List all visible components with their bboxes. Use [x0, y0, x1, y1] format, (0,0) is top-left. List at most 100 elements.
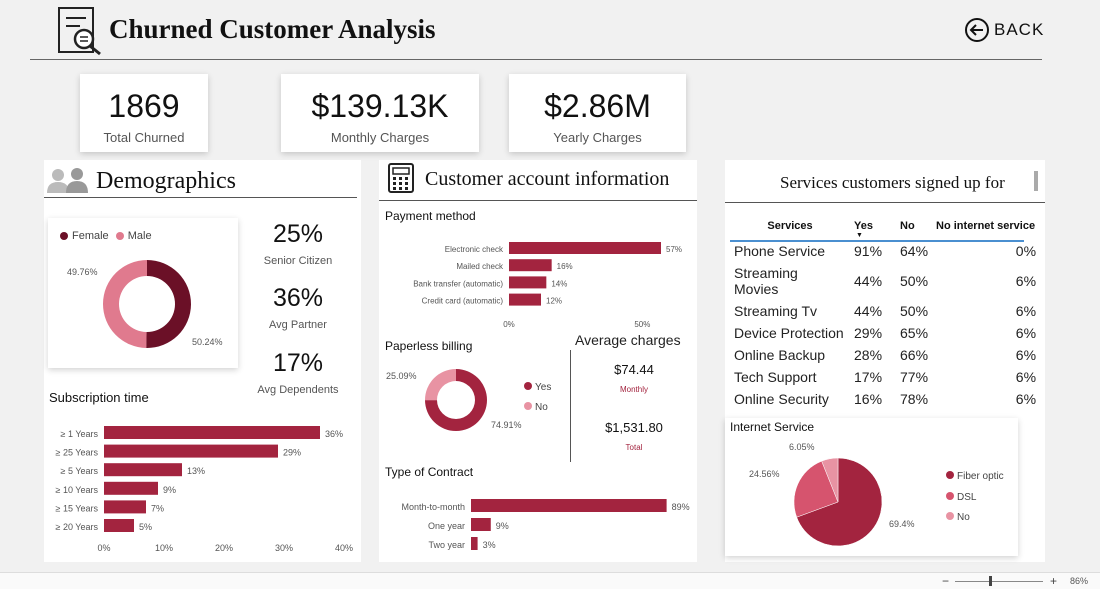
category-label: ≥ 10 Years: [56, 485, 99, 495]
kpi-total-churned: 1869 Total Churned: [80, 74, 208, 152]
legend-swatch: [946, 512, 954, 520]
data-label: 36%: [325, 429, 343, 439]
people-icon: [47, 168, 88, 193]
avg-monthly: $74.44 Monthly: [574, 362, 694, 394]
column-header-services[interactable]: Services: [767, 220, 813, 232]
legend-female: Female: [60, 230, 109, 242]
category-label: One year: [428, 521, 465, 531]
tick-label: 20%: [215, 543, 233, 553]
legend-label: Female: [72, 230, 109, 242]
bar: [471, 537, 478, 550]
services-table: Services Yes ▼ No No internet service Pho…: [730, 220, 1040, 410]
no-internet-cell: 6%: [1015, 273, 1037, 289]
kpi-value: $2.86M: [544, 88, 651, 124]
contract-title: Type of Contract: [385, 465, 474, 479]
table-header-underline: [730, 240, 1024, 242]
subscription-title: Subscription time: [49, 390, 149, 405]
calculator-icon: [388, 163, 414, 193]
category-label: ≥ 15 Years: [56, 503, 99, 513]
bar: [509, 276, 547, 289]
donut-segment-no: [425, 369, 456, 401]
bar: [509, 259, 552, 272]
section-divider: [44, 197, 357, 198]
yes-cell: 44%: [854, 273, 883, 289]
pie-slice-dsl: [793, 460, 839, 518]
scrollbar-thumb[interactable]: [1034, 171, 1038, 191]
legend-swatch: [946, 471, 954, 479]
gender-legend: Female Male: [60, 230, 152, 242]
service-name-cell: Tech Support: [734, 369, 817, 385]
stat-value: 17%: [272, 349, 324, 377]
data-label: 14%: [551, 279, 567, 288]
subscription-chart: ≥ 1 Years 36% ≥ 25 Years 29% ≥ 5 Years 13% ≥ 1…: [56, 426, 353, 553]
kpi-monthly-charges: $139.13K Monthly Charges: [281, 74, 479, 152]
pie-slice-no: [821, 457, 839, 503]
zoom-out-button[interactable]: −: [942, 574, 950, 588]
pie-slice-fiber-optic: [796, 457, 883, 547]
category-label: ≥ 1 Years: [61, 429, 99, 439]
bar: [104, 463, 182, 477]
internet-service-chart: Internet Service 6.05% 24.56% 69.4% Fibe…: [725, 418, 1018, 556]
data-label: 57%: [666, 245, 682, 254]
tick-label: 0%: [503, 320, 515, 329]
avg-total-value: $1,531.80: [605, 420, 663, 435]
zoom-slider[interactable]: [955, 581, 1043, 582]
yes-cell: 17%: [854, 369, 883, 385]
legend-label: Male: [127, 230, 152, 242]
no-cell: 50%: [900, 303, 929, 319]
category-label: Electronic check: [445, 245, 504, 254]
avg-total-label: Total: [625, 443, 643, 452]
zoom-slider-thumb[interactable]: [989, 576, 992, 586]
no-internet-cell: 6%: [1015, 347, 1037, 363]
yes-cell: 16%: [854, 391, 883, 407]
table-row[interactable]: Phone Service 91% 64% 0%: [730, 240, 1040, 262]
data-label: 9%: [496, 521, 509, 531]
category-label: Two year: [428, 540, 465, 550]
no-cell: 66%: [900, 347, 929, 363]
paperless-title: Paperless billing: [385, 339, 473, 353]
column-header-yes[interactable]: Yes ▼: [850, 220, 896, 240]
zoom-level: 86%: [1070, 576, 1089, 586]
avg-total: $1,531.80 Total: [574, 420, 694, 452]
table-row[interactable]: Streaming Tv 44% 50% 6%: [730, 300, 1040, 322]
zoom-in-button[interactable]: +: [1050, 574, 1058, 588]
internet-pie: 6.05% 24.56% 69.4% Fiber optic DSL No: [749, 442, 1004, 547]
legend-swatch: [946, 492, 954, 500]
kpi-value: $139.13K: [311, 88, 449, 124]
category-label: Mailed check: [456, 262, 504, 271]
table-row[interactable]: Device Protection 29% 65% 6%: [730, 322, 1040, 344]
service-name-cell: Online Security: [734, 391, 829, 407]
bar: [509, 242, 661, 254]
data-label: 12%: [546, 297, 562, 306]
stat-label: Avg Dependents: [257, 384, 339, 396]
data-label: 29%: [283, 448, 301, 458]
data-label: 13%: [187, 466, 205, 476]
data-label: 16%: [557, 262, 573, 271]
table-row[interactable]: Online Security 16% 78% 6%: [730, 388, 1040, 410]
data-label-dsl: 24.56%: [749, 469, 780, 479]
category-label: ≥ 25 Years: [56, 448, 99, 458]
category-label: ≥ 20 Years: [56, 522, 99, 532]
stat-value: 25%: [272, 220, 324, 248]
sort-descending-icon: ▼: [856, 232, 863, 239]
data-label-female: 50.24%: [192, 337, 223, 347]
demographics-panel: Demographics Female Male 49.76% 50.24% 2…: [44, 160, 361, 562]
stat-label: Avg Partner: [269, 319, 327, 331]
table-row[interactable]: Online Backup 28% 66% 6%: [730, 344, 1040, 366]
no-cell: 64%: [900, 243, 929, 259]
data-label: 3%: [483, 540, 496, 550]
service-name-cell: Phone Service: [734, 243, 826, 259]
donut-segment-male: [146, 260, 192, 348]
column-header-no-internet[interactable]: No internet service: [936, 220, 1036, 232]
section-divider: [379, 200, 697, 201]
table-row[interactable]: Tech Support 17% 77% 6%: [730, 366, 1040, 388]
legend-swatch: [524, 402, 532, 410]
stat-label: Senior Citizen: [263, 255, 333, 267]
column-header-no[interactable]: No: [900, 220, 915, 232]
category-label: ≥ 5 Years: [61, 466, 99, 476]
table-row[interactable]: Streaming Movies 44% 50% 6%: [730, 262, 1040, 300]
donut-segment-female: [103, 260, 147, 348]
contract-chart: Month-to-month 89% One year 9% Two year 3%: [401, 499, 690, 550]
bar: [104, 426, 320, 439]
no-cell: 78%: [900, 391, 929, 407]
